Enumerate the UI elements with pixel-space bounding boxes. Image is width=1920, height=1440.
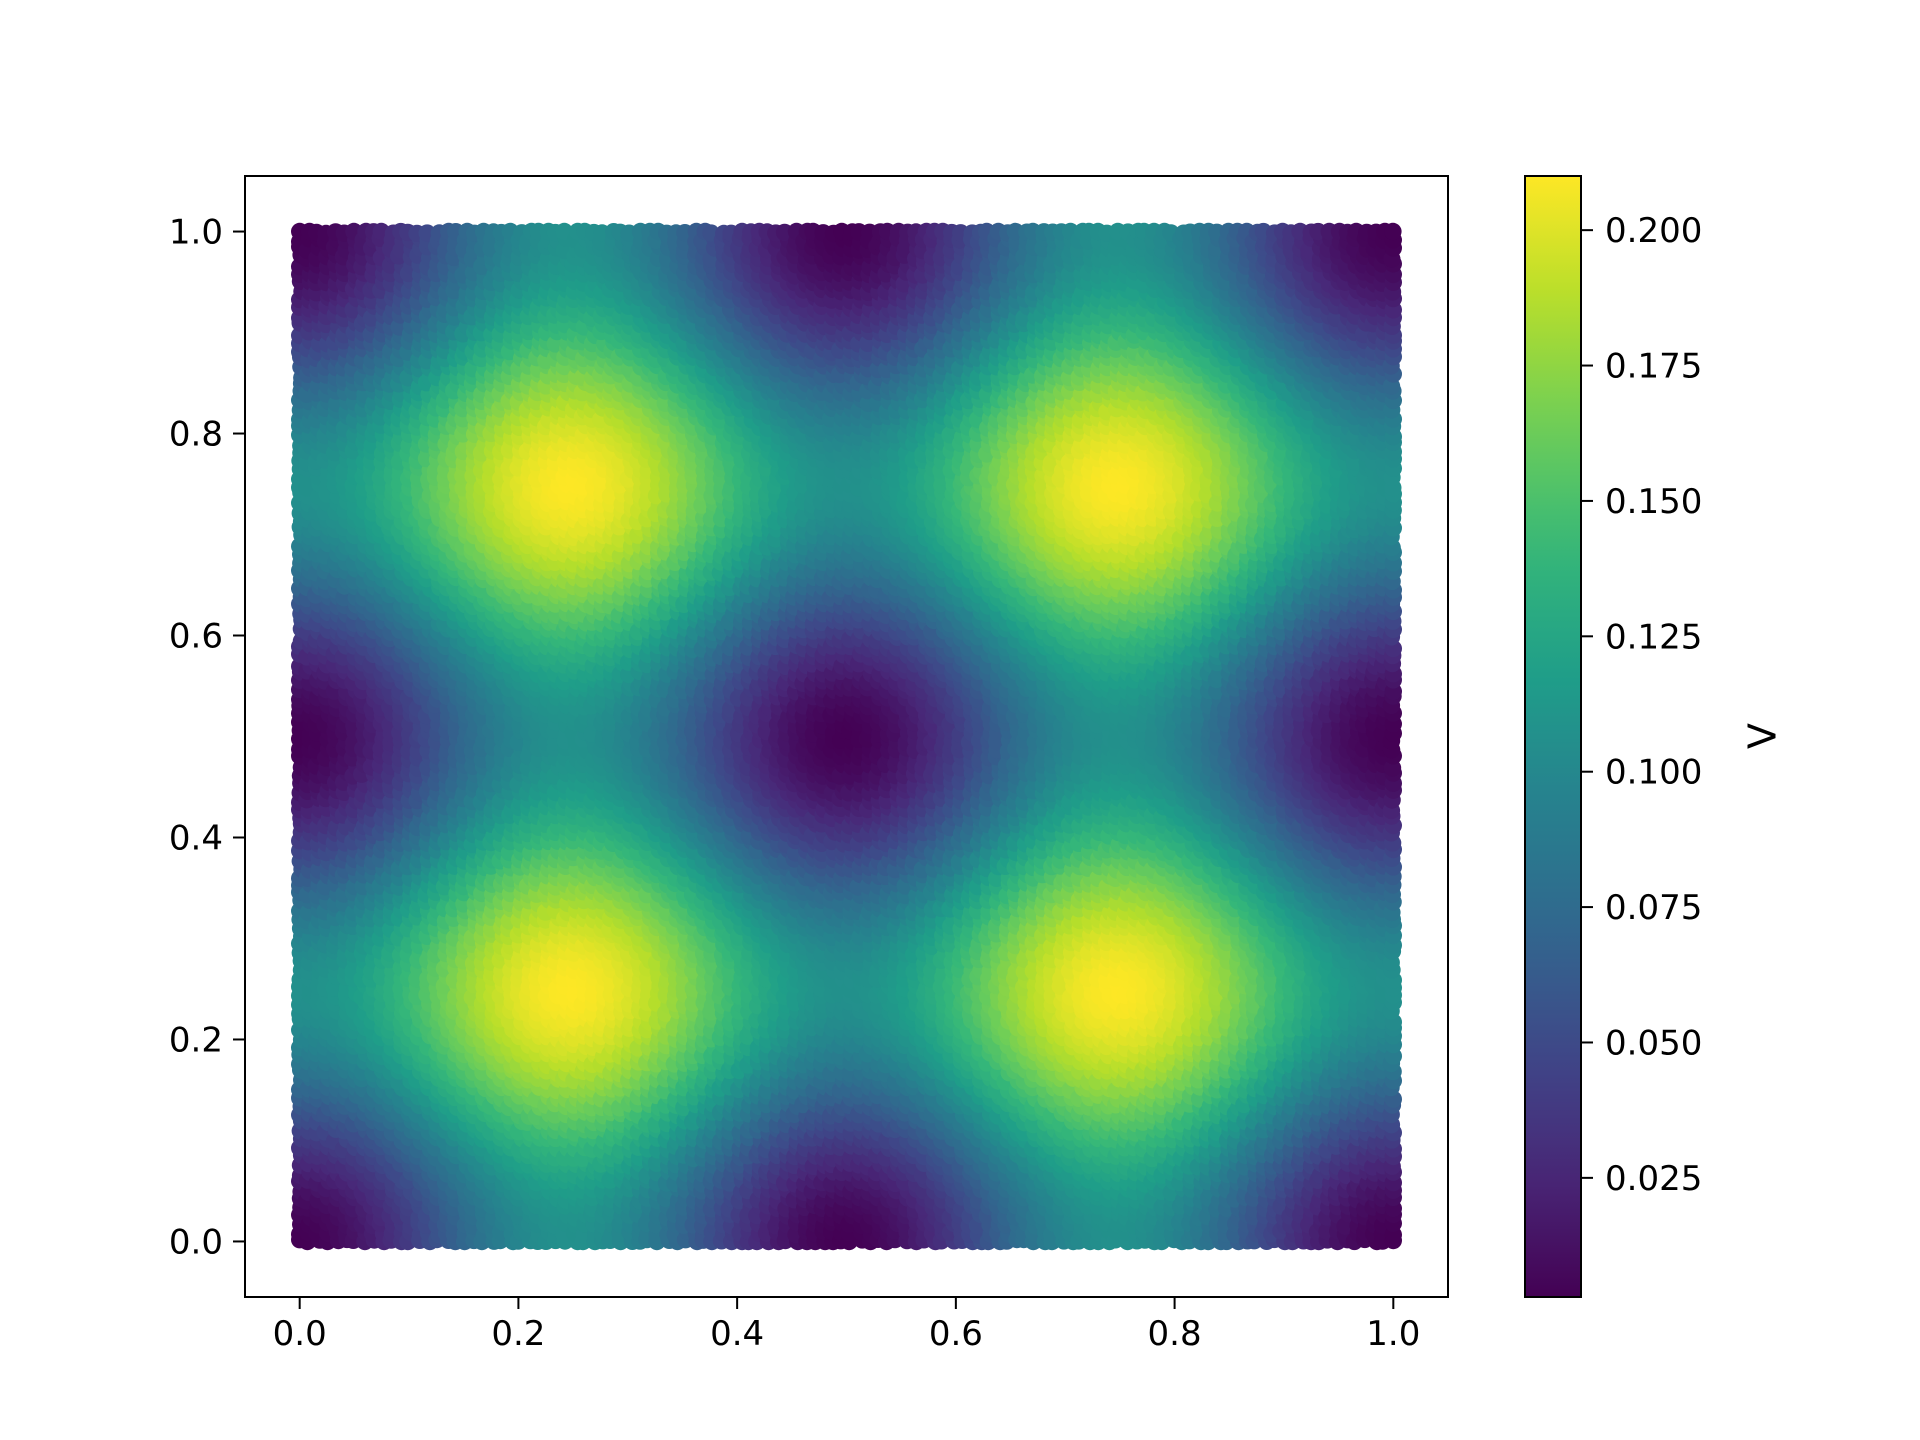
plot-area: [244, 175, 1449, 1298]
scatter-points: [291, 222, 1403, 1251]
